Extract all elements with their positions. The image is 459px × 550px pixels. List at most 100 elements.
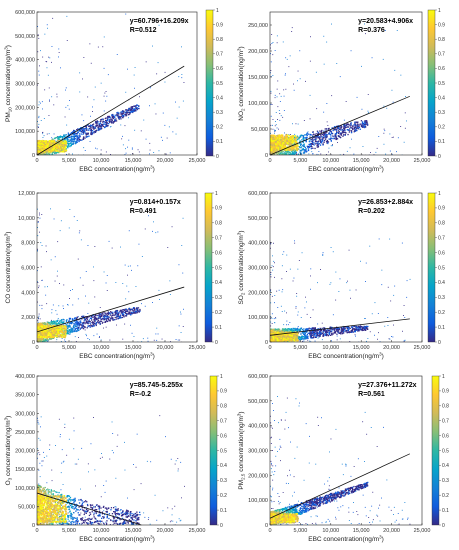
data-point [286, 134, 289, 136]
data-point [92, 125, 94, 127]
data-point [62, 318, 64, 321]
data-point [285, 141, 288, 144]
data-point [45, 140, 48, 142]
data-point [290, 150, 293, 152]
data-point [45, 147, 47, 149]
data-point [62, 143, 64, 146]
data-point [105, 117, 107, 119]
data-point [110, 154, 111, 155]
data-point [329, 129, 331, 132]
data-point [57, 136, 58, 138]
data-point [145, 138, 147, 140]
data-point [55, 152, 58, 154]
data-point [339, 128, 341, 130]
data-point [109, 318, 112, 320]
data-point [296, 153, 297, 155]
data-point [120, 124, 122, 126]
data-point [172, 131, 174, 133]
data-point [317, 145, 320, 147]
data-point [301, 139, 303, 141]
data-point [38, 115, 40, 117]
data-point [80, 130, 83, 133]
data-point [95, 122, 97, 124]
data-point [48, 145, 50, 147]
data-point [270, 72, 271, 74]
data-point [111, 115, 113, 117]
data-point [295, 123, 297, 125]
data-point [141, 303, 142, 305]
data-point [44, 143, 46, 146]
data-point [69, 334, 71, 335]
data-point [103, 314, 105, 316]
data-point [290, 146, 292, 148]
data-point [112, 117, 115, 119]
data-point [136, 312, 138, 314]
data-point [101, 123, 103, 126]
data-point [346, 123, 348, 125]
data-point [70, 290, 71, 291]
data-point [68, 326, 70, 328]
data-point [124, 113, 126, 115]
data-point [342, 129, 344, 131]
data-point [41, 144, 43, 147]
data-point [297, 145, 299, 148]
data-point [288, 144, 290, 146]
x-axis-label-sup: 3 [379, 165, 382, 170]
data-point [286, 58, 288, 60]
data-point [311, 143, 313, 145]
data-point [367, 123, 369, 125]
data-point [69, 209, 71, 210]
colorbar-tick-label: 0.1 [438, 139, 445, 145]
data-point [182, 217, 184, 219]
data-point [48, 56, 50, 58]
data-point [282, 146, 285, 148]
y-axis-label-end: ) [5, 45, 12, 47]
data-point [303, 146, 305, 148]
data-point [116, 310, 119, 312]
data-point [61, 139, 63, 142]
data-point [125, 114, 128, 116]
data-point [58, 138, 60, 141]
data-point [79, 135, 81, 137]
data-point [49, 140, 52, 142]
data-point [282, 135, 284, 137]
data-point [49, 338, 51, 340]
data-point [38, 152, 40, 154]
data-point [331, 133, 333, 135]
data-point [270, 149, 272, 151]
data-point [273, 142, 275, 144]
data-point [91, 130, 94, 132]
data-point [136, 108, 138, 111]
data-point [287, 144, 289, 146]
data-point [72, 289, 73, 290]
data-point [113, 314, 115, 316]
data-point [270, 61, 272, 63]
data-point [38, 143, 41, 145]
data-point [94, 86, 96, 88]
data-point [135, 105, 137, 107]
data-point [67, 138, 69, 140]
data-point [296, 136, 298, 138]
data-point [85, 127, 87, 129]
data-point [96, 318, 98, 320]
data-point [180, 311, 181, 313]
data-point [47, 150, 50, 152]
data-point [89, 326, 91, 328]
data-point [315, 135, 317, 137]
data-point [310, 142, 313, 145]
data-point [48, 133, 50, 135]
data-point [89, 339, 90, 341]
data-point [91, 325, 93, 327]
data-point [85, 320, 88, 322]
data-point [270, 152, 272, 154]
data-point [358, 125, 360, 127]
data-point [405, 96, 406, 97]
data-point [61, 335, 63, 337]
data-point [87, 129, 90, 131]
data-point [317, 132, 319, 135]
data-point [296, 135, 298, 137]
data-point [73, 135, 76, 137]
data-point [286, 138, 288, 140]
data-point [122, 116, 124, 119]
data-point [354, 121, 356, 123]
